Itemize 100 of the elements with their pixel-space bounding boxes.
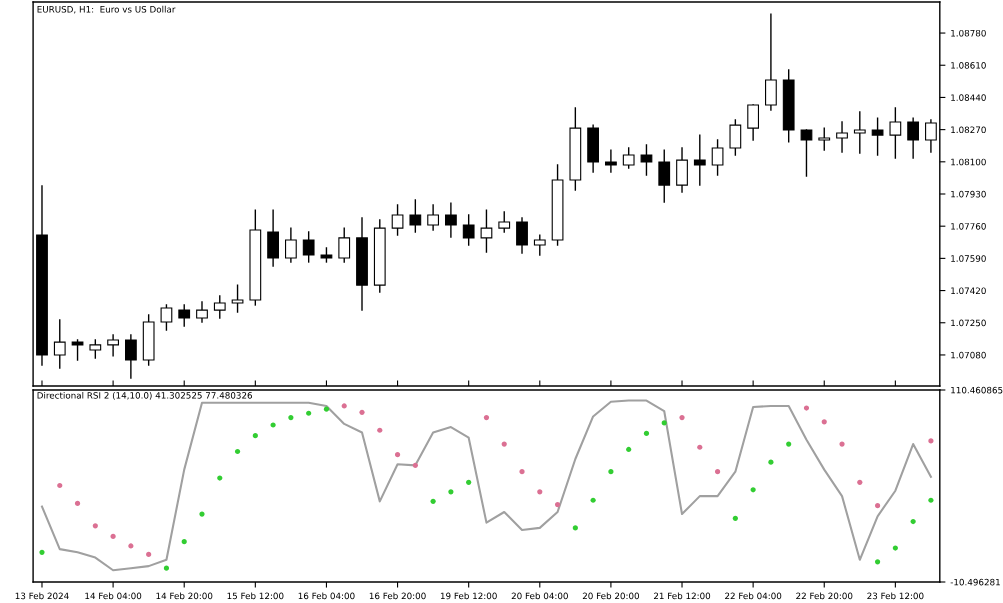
candlestick [889,107,902,159]
point [714,469,721,475]
x-tick-label: 16 Feb 04:00 [298,592,355,600]
candlestick [160,304,173,331]
point [128,543,134,549]
point [270,422,276,428]
point [874,503,881,509]
chart-title: EURUSD, H1: Euro vs US Dollar [37,5,176,14]
x-tick-label: 22 Feb 20:00 [796,592,853,600]
point [110,533,116,540]
point [199,511,205,517]
x-tick-label: 22 Feb 04:00 [725,592,782,600]
point [377,427,383,433]
candlestick [836,121,848,153]
point [519,469,525,475]
candlestick [925,119,937,153]
x-tick-label: 13 Feb 2024 [15,592,69,600]
point [679,414,685,421]
point [430,498,436,504]
candlestick [658,149,671,203]
candlestick [71,339,84,361]
point [306,410,312,416]
candlestick [231,284,244,313]
candlestick [747,104,760,141]
y-tick-label: 1.07080 [951,351,986,359]
point [839,441,845,447]
point [768,459,774,465]
candlestick [124,334,137,379]
y-tick-label: 1.08100 [951,158,986,166]
candlestick [498,211,511,233]
point [57,482,63,489]
point [910,518,916,525]
point [217,475,223,481]
point [857,479,863,485]
candlestick [107,334,119,357]
candlestick [871,117,884,156]
point [146,551,152,557]
point [234,448,241,455]
point [501,441,507,447]
x-tick-label: 16 Feb 20:00 [369,592,426,600]
point [92,523,98,529]
point [643,430,650,437]
candlestick [178,304,191,327]
point [394,452,401,458]
point [928,497,934,503]
point [537,489,543,495]
y-tick-label: 110.460865 [951,386,1003,394]
point [252,433,258,439]
candlestick [533,234,546,256]
point [572,525,578,531]
point [181,539,187,545]
point [359,409,365,415]
y-tick-label: 1.08270 [951,126,986,134]
point [483,414,490,421]
point [821,419,827,425]
x-tick-label: 19 Feb 12:00 [440,592,497,600]
candlestick [53,319,66,369]
candlestick [445,202,457,238]
point [697,444,703,450]
point [554,501,561,508]
y-tick-label: 1.07930 [951,190,986,198]
candlestick [711,139,724,176]
x-tick-label: 20 Feb 04:00 [511,592,568,600]
point [341,403,347,409]
candlestick [391,204,404,236]
point [750,487,756,493]
candlestick [693,134,706,186]
x-tick-label: 21 Feb 12:00 [653,592,711,600]
point [74,500,81,507]
candlestick [853,111,866,154]
candlestick [302,231,315,263]
candlestick [640,144,653,176]
candlestick [213,295,226,319]
candlestick [338,227,351,263]
y-tick-label: 1.08610 [951,62,986,69]
candlestick [516,217,528,254]
point [323,406,330,412]
candlestick [907,117,920,159]
point [163,565,170,571]
point [786,441,792,447]
candlestick [427,204,440,231]
point [412,462,418,468]
candlestick [818,127,831,151]
y-tick-label: 1.07250 [951,319,986,327]
x-tick-label: 20 Feb 20:00 [582,592,640,600]
point [608,469,614,475]
y-tick-label: 1.07420 [951,287,986,295]
point [39,549,45,555]
point [803,405,810,411]
chart-title: Directional RSI 2 (14,10.0) 41.302525 77.480326 [37,391,253,400]
y-tick-label: 1.07760 [951,223,986,230]
x-tick-label: 14 Feb 04:00 [85,592,142,600]
y-tick-label: -10.496281 [950,578,1000,586]
candlestick [800,129,813,177]
point [892,545,898,551]
point [466,479,472,485]
candlestick [285,227,297,263]
candlestick [462,214,475,246]
x-tick-label: 23 Feb 12:00 [867,592,924,600]
point [874,559,881,565]
